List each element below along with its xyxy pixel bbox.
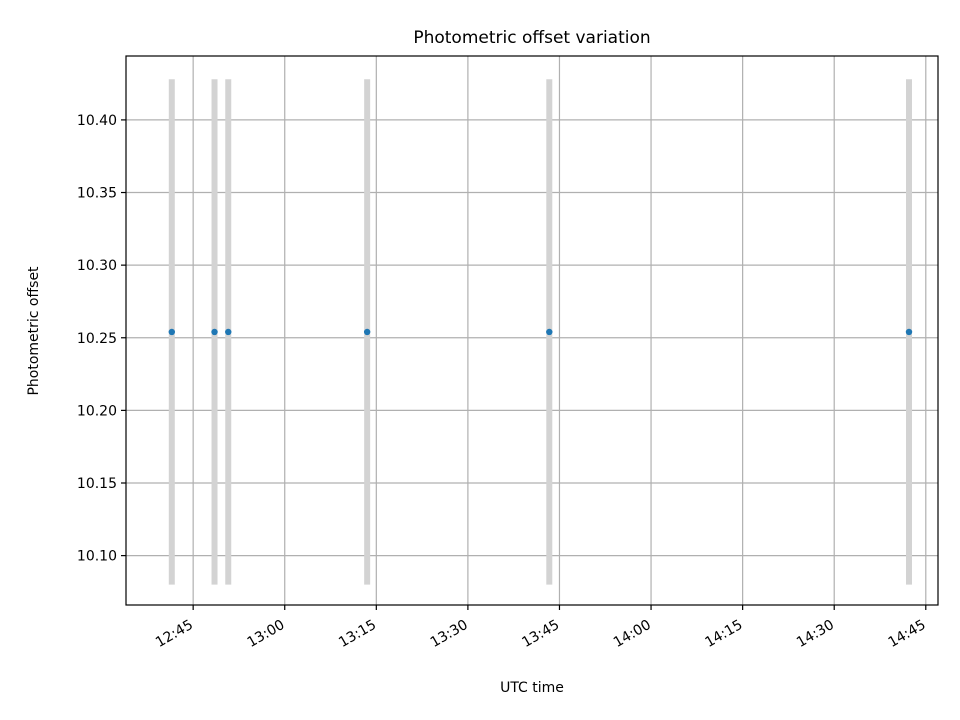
y-tick-label: 10.10 (77, 549, 117, 565)
chart-title: Photometric offset variation (413, 28, 650, 48)
y-tick-label: 10.25 (77, 331, 117, 347)
data-point (905, 328, 913, 336)
y-axis-label: Photometric offset (26, 266, 42, 396)
data-point (546, 328, 553, 336)
y-tick-label: 10.30 (77, 258, 117, 274)
data-point (211, 328, 218, 336)
plot-frame (125, 55, 939, 606)
y-tick-label: 10.40 (77, 113, 117, 129)
data-point (363, 328, 371, 336)
x-axis-label: UTC time (500, 680, 564, 696)
data-point (225, 328, 232, 336)
data-point (168, 328, 175, 336)
points-layer (168, 328, 913, 336)
grid-layer (126, 56, 938, 605)
y-tick-label: 10.15 (77, 476, 117, 492)
y-tick-label: 10.35 (77, 186, 117, 202)
y-tick-label: 10.20 (77, 403, 117, 419)
